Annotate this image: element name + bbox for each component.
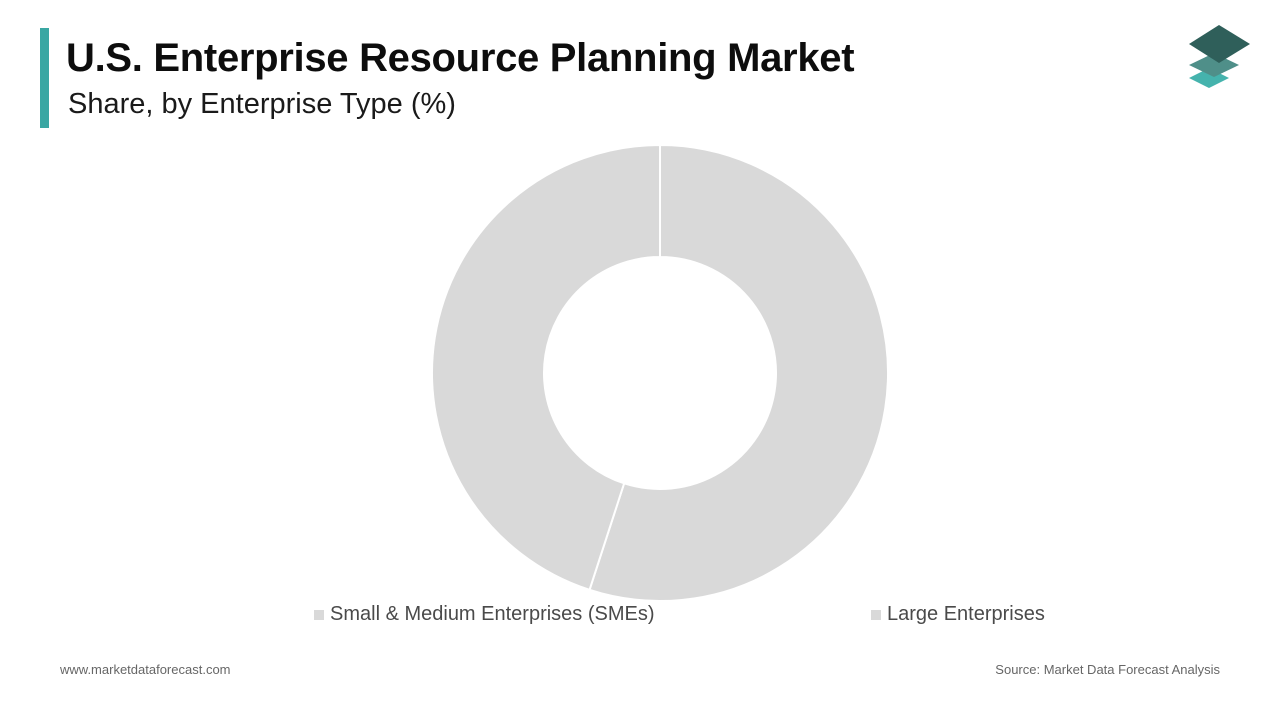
donut-slices — [431, 143, 889, 602]
stacked-layers-icon — [1189, 25, 1250, 88]
legend-swatch-smes — [314, 609, 324, 620]
legend-label-large-enterprises: Large Enterprises — [887, 603, 1045, 625]
chart-subtitle: Share, by Enterprise Type (%) — [68, 88, 456, 120]
legend-item-smes: Small & Medium Enterprises (SMEs) — [314, 603, 655, 626]
legend-item-large-enterprises: Large Enterprises — [871, 603, 1045, 626]
footer-source: Source: Market Data Forecast Analysis — [995, 662, 1220, 677]
legend-label-smes: Small & Medium Enterprises (SMEs) — [330, 603, 655, 625]
logo-layer-top — [1189, 25, 1250, 63]
title-accent-bar — [40, 28, 49, 128]
donut-slice-large-enterprises — [431, 143, 661, 592]
donut-slice-smes — [588, 143, 889, 602]
legend-swatch-large-enterprises — [871, 609, 881, 620]
footer-website: www.marketdataforecast.com — [60, 662, 231, 677]
chart-title: U.S. Enterprise Resource Planning Market — [66, 36, 855, 80]
logo-layer-middle — [1189, 53, 1239, 77]
